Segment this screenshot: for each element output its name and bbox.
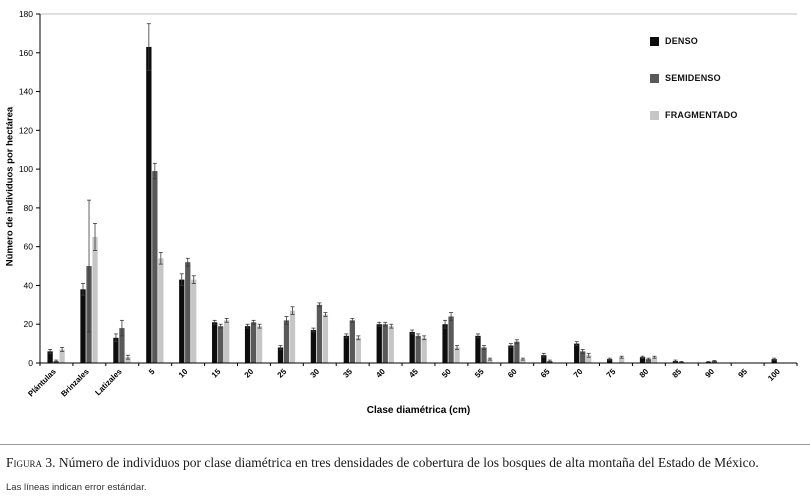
svg-text:60: 60 bbox=[506, 367, 519, 380]
svg-text:75: 75 bbox=[605, 367, 618, 380]
svg-text:0: 0 bbox=[28, 358, 33, 368]
legend-swatch-denso bbox=[650, 36, 659, 46]
svg-text:100: 100 bbox=[19, 164, 33, 174]
svg-text:45: 45 bbox=[407, 367, 420, 380]
svg-text:40: 40 bbox=[374, 367, 387, 380]
svg-text:100: 100 bbox=[766, 367, 782, 383]
legend-label-denso: DENSO bbox=[665, 36, 699, 46]
svg-text:10: 10 bbox=[177, 367, 190, 380]
svg-text:Brinzales: Brinzales bbox=[59, 367, 91, 399]
figure-caption-text: Número de individuos por clase diamétric… bbox=[58, 455, 759, 470]
svg-text:85: 85 bbox=[671, 367, 684, 380]
y-axis-title: Número de individuos por hectárea bbox=[4, 106, 16, 267]
svg-text:25: 25 bbox=[276, 367, 289, 380]
legend-label-fragmentado: FRAGMENTADO bbox=[665, 110, 738, 120]
bar-chart: 0 20 40 60 80 100 120 140 160 180 Plántulas Brinzal… bbox=[19, 9, 798, 399]
svg-text:120: 120 bbox=[19, 125, 33, 135]
svg-text:35: 35 bbox=[341, 367, 354, 380]
figure-caption-label: Figura 3. bbox=[6, 455, 56, 470]
svg-text:65: 65 bbox=[539, 367, 552, 380]
svg-text:30: 30 bbox=[309, 367, 322, 380]
svg-text:15: 15 bbox=[210, 367, 223, 380]
legend: DENSO SEMIDENSO FRAGMENTADO bbox=[650, 36, 738, 147]
svg-text:80: 80 bbox=[24, 203, 34, 213]
legend-item-semidenso: SEMIDENSO bbox=[650, 73, 738, 83]
svg-text:50: 50 bbox=[440, 367, 453, 380]
legend-swatch-fragmentado bbox=[650, 110, 659, 120]
svg-text:95: 95 bbox=[736, 367, 749, 380]
svg-text:20: 20 bbox=[243, 367, 256, 380]
svg-text:70: 70 bbox=[572, 367, 585, 380]
svg-text:140: 140 bbox=[19, 87, 33, 97]
legend-item-denso: DENSO bbox=[650, 36, 738, 46]
svg-text:180: 180 bbox=[19, 9, 33, 19]
svg-text:160: 160 bbox=[19, 48, 33, 58]
figure-caption: Figura 3. Número de individuos por clase… bbox=[6, 455, 804, 471]
legend-label-semidenso: SEMIDENSO bbox=[665, 73, 721, 83]
svg-text:60: 60 bbox=[24, 242, 34, 252]
svg-text:80: 80 bbox=[638, 367, 651, 380]
caption-divider bbox=[0, 444, 810, 445]
svg-text:40: 40 bbox=[24, 280, 34, 290]
svg-text:Latizales: Latizales bbox=[93, 367, 124, 398]
svg-text:5: 5 bbox=[147, 367, 157, 377]
svg-text:90: 90 bbox=[703, 367, 716, 380]
svg-text:Plántulas: Plántulas bbox=[26, 367, 58, 399]
svg-text:20: 20 bbox=[24, 319, 34, 329]
x-axis-title: Clase diamétrica (cm) bbox=[366, 405, 471, 416]
legend-item-fragmentado: FRAGMENTADO bbox=[650, 110, 738, 120]
svg-text:55: 55 bbox=[473, 367, 486, 380]
legend-swatch-semidenso bbox=[650, 73, 659, 83]
figure-note: Las líneas indican error estándar. bbox=[6, 482, 147, 493]
